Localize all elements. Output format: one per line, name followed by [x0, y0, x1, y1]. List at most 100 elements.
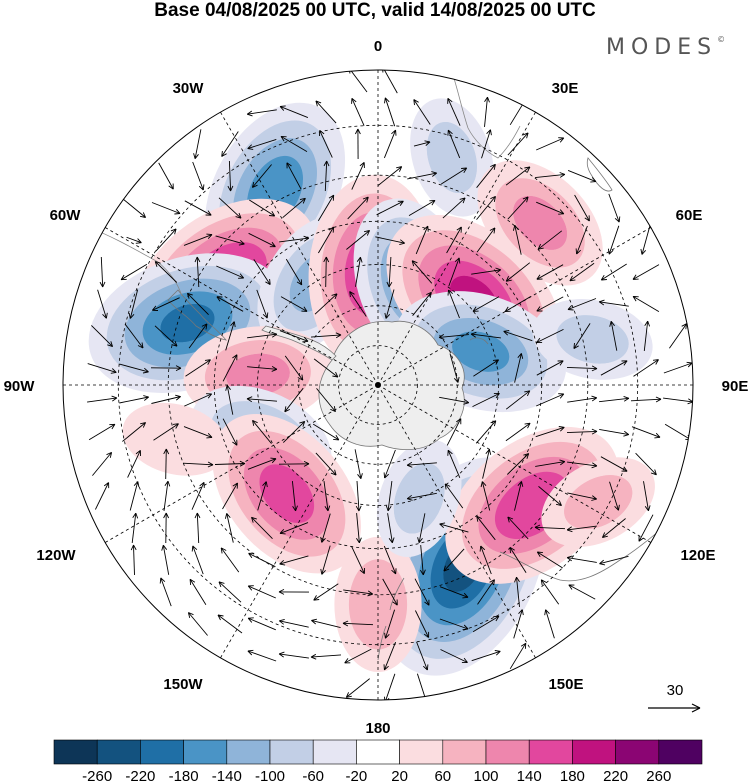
wind-arrow	[414, 578, 430, 606]
wind-arrow	[663, 361, 693, 374]
wind-arrow	[415, 225, 429, 255]
wind-arrow	[669, 323, 688, 349]
wind-arrow	[284, 387, 304, 413]
wind-arrow	[316, 388, 336, 413]
wind-arrow	[312, 423, 340, 441]
wind-arrow	[278, 460, 310, 467]
wind-arrow	[383, 449, 396, 479]
wind-arrow	[479, 545, 492, 575]
wind-arrow	[247, 138, 277, 150]
wind-arrow	[188, 323, 208, 349]
colorbar: -260 -220 -180 -140 -100 -60 -20 20 60 100 140 180 2…	[53, 739, 703, 783]
wind-arrow	[386, 256, 393, 288]
colorbar-swatch	[140, 739, 184, 765]
wind-arrow	[378, 166, 403, 186]
wind-arrow	[599, 555, 629, 566]
wind-arrow	[535, 459, 566, 467]
wind-arrow	[387, 513, 395, 544]
colorbar-tick-label: 180	[560, 768, 585, 783]
wind-arrow	[225, 321, 236, 351]
wind-arrow	[193, 129, 202, 159]
wind-arrow	[566, 428, 598, 435]
wind-arrow	[320, 545, 331, 575]
anomaly-contour-17-2	[356, 570, 400, 639]
wind-arrow	[247, 617, 276, 631]
wind-arrow	[313, 358, 339, 378]
wind-arrow	[384, 289, 395, 319]
wind-arrow	[249, 199, 276, 217]
wind-arrow	[323, 481, 331, 512]
wind-arrow	[448, 257, 461, 287]
wind-arrow	[640, 225, 651, 255]
wind-arrow	[574, 194, 590, 222]
south-pole-marker	[375, 382, 381, 388]
wind-arrow	[130, 544, 137, 576]
wind-arrow	[320, 513, 331, 543]
longitude-labels: 0 30E 60E 90E 120E 150E 180 150W 120W 90W 60W 30W	[4, 38, 749, 737]
wind-arrow	[285, 258, 303, 286]
wind-arrow	[408, 199, 436, 216]
wind-arrow	[314, 293, 338, 315]
wind-arrow	[342, 620, 374, 627]
map-title: Base 04/08/2025 00 UTC, valid 14/08/2025…	[154, 0, 596, 21]
wind-arrow	[247, 366, 278, 372]
wind-arrow	[158, 162, 174, 190]
lon-label: 90E	[722, 378, 749, 395]
wind-arrow	[635, 452, 657, 476]
wind-arrow	[119, 363, 149, 374]
new-zealand	[377, 577, 405, 661]
wind-arrow	[163, 512, 170, 544]
wind-arrow	[183, 426, 213, 439]
wind-arrow	[482, 449, 492, 479]
wind-arrow	[443, 548, 465, 572]
wind-arrow	[315, 100, 337, 124]
wind-arrow	[127, 450, 141, 478]
wind-arrow	[633, 359, 659, 377]
wind-arrow	[351, 97, 365, 126]
wind-arrow	[246, 109, 277, 117]
wind-arrow	[351, 162, 365, 190]
wind-arrow	[184, 393, 213, 407]
wind-arrow	[347, 196, 369, 220]
wind-arrow	[600, 360, 628, 376]
wind-arrow	[567, 492, 597, 501]
colorbar-swatch	[226, 739, 271, 765]
wind-arrow	[439, 396, 470, 405]
wind-arrow	[345, 678, 370, 698]
colorbar-swatch	[399, 739, 444, 765]
wind-arrow	[476, 515, 496, 541]
wind-arrow	[222, 418, 238, 446]
wind-arrow	[187, 612, 208, 636]
wind-arrow	[504, 296, 532, 313]
wind-arrow	[154, 261, 178, 283]
wind-arrow	[507, 516, 529, 540]
wind-arrow	[346, 230, 371, 250]
wind-arrow	[124, 323, 144, 349]
wind-arrow	[441, 167, 468, 185]
wind-arrow	[323, 160, 330, 192]
wind-arrow	[383, 641, 397, 671]
wind-arrow	[91, 325, 114, 348]
wind-vector-field	[87, 70, 693, 700]
africa-tip	[451, 71, 521, 159]
wind-arrow	[536, 296, 564, 312]
wind-arrow	[375, 236, 405, 246]
wind-arrow	[384, 97, 396, 127]
brand-mark: ©	[717, 35, 726, 44]
wind-arrow	[194, 256, 201, 288]
wind-arrow	[630, 396, 662, 403]
wind-arrow	[446, 226, 462, 254]
colorbar-tick-label: -140	[212, 768, 242, 783]
lat-lon-grid	[63, 70, 693, 700]
wind-arrow	[286, 162, 302, 190]
colorbar-swatch	[572, 739, 616, 765]
wind-arrow	[247, 649, 277, 662]
brand-text: MODES	[606, 35, 718, 60]
anomaly-contour-13-4	[263, 468, 311, 519]
wind-arrow	[217, 614, 243, 634]
wind-arrow	[256, 289, 269, 319]
wind-arrow	[503, 330, 533, 342]
lon-label: 120W	[36, 547, 76, 564]
wind-arrow	[356, 513, 362, 544]
wind-arrow	[120, 263, 148, 281]
